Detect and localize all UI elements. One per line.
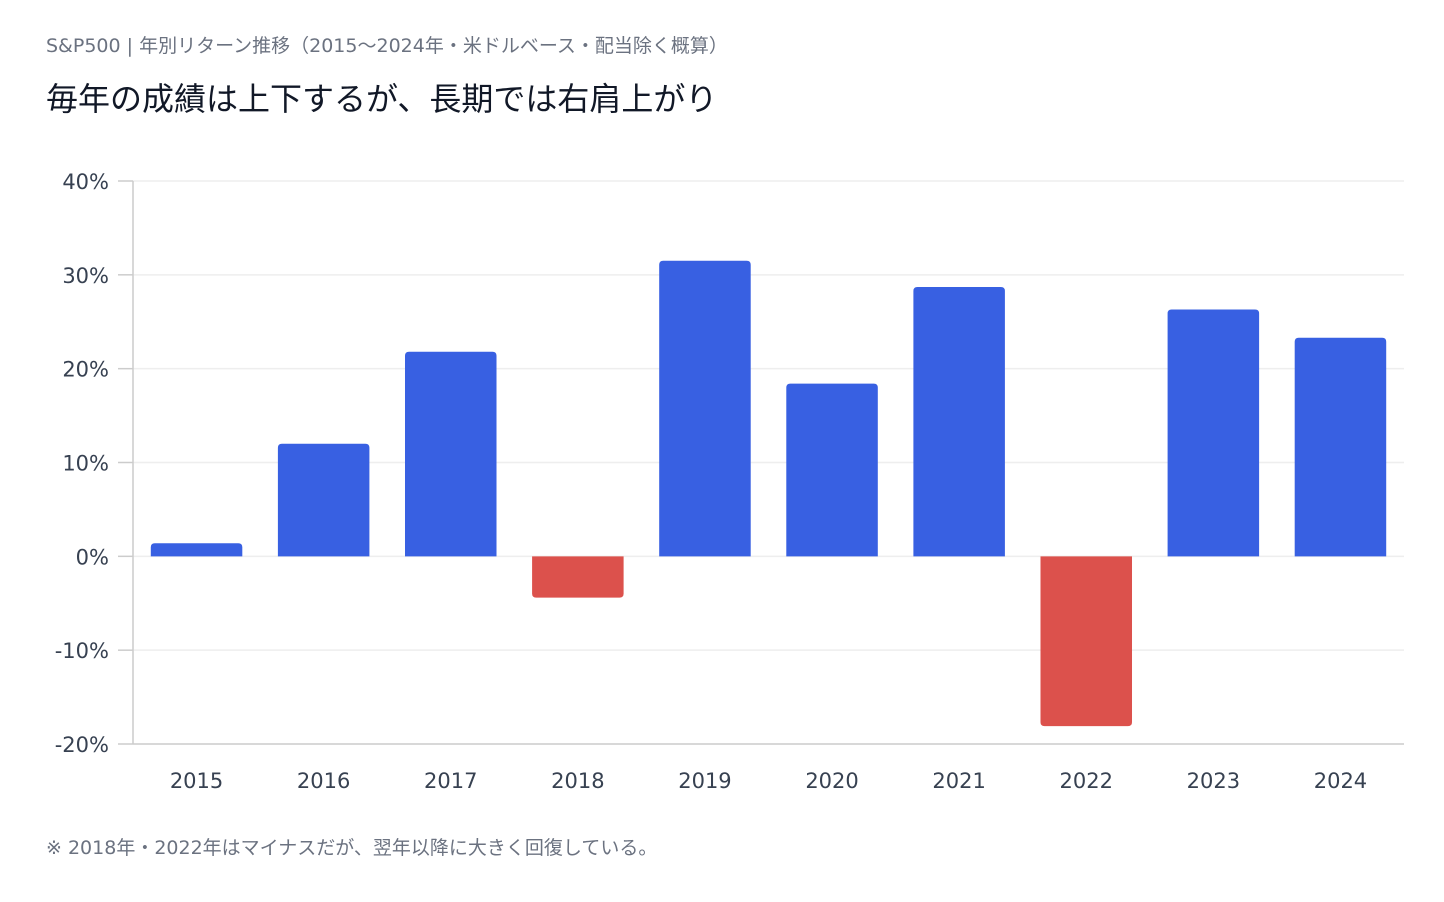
y-tick-label: 0%: [76, 545, 109, 569]
x-tick-label: 2023: [1187, 769, 1240, 793]
bars: [150, 260, 1387, 727]
x-tick-label: 2022: [1060, 769, 1113, 793]
bar-2019: [659, 260, 751, 557]
bar-2018: [532, 556, 624, 598]
x-tick-label: 2015: [170, 769, 223, 793]
bar-2015: [150, 543, 243, 557]
x-tick-label: 2024: [1314, 769, 1367, 793]
bar-2017: [404, 351, 497, 557]
y-tick-label: 40%: [62, 170, 109, 194]
footnote: ※ 2018年・2022年はマイナスだが、翌年以降に大きく回復している。: [46, 837, 658, 859]
chart-title: 毎年の成績は上下するが、長期では右肩上がり: [46, 80, 718, 118]
x-tick-label: 2018: [551, 769, 604, 793]
x-tick-label: 2020: [805, 769, 858, 793]
y-tick-label: 20%: [62, 358, 109, 382]
x-tick-label: 2021: [932, 769, 985, 793]
y-tick-label: -10%: [55, 639, 109, 663]
y-tick-label: 30%: [62, 264, 109, 288]
x-tick-label: 2016: [297, 769, 350, 793]
bar-2020: [786, 383, 878, 557]
y-tick-labels: 40% 30% 20% 10% 0% -10% -20%: [55, 170, 109, 757]
x-tick-label: 2019: [678, 769, 731, 793]
bar-2021: [913, 287, 1005, 557]
bar-chart: 40%30%20%10%0%-10%-20% 2015 2016 2017 2018 2…: [55, 170, 1404, 793]
chart-subtitle: S&P500 | 年別リターン推移（2015〜2024年・米ドルベース・配当除く…: [46, 35, 728, 57]
x-tick-label: 2017: [424, 769, 477, 793]
bar-2022: [1040, 556, 1133, 727]
y-tick-label: 10%: [62, 452, 109, 476]
y-tick-label: -20%: [55, 733, 109, 757]
axes: [132, 181, 1404, 745]
bar-2023: [1167, 309, 1260, 557]
bar-2016: [277, 443, 370, 557]
x-tick-labels: 2015 2016 2017 2018 2019 2020 2021 2022 2023 2024: [170, 769, 1367, 793]
bar-2024: [1294, 337, 1387, 557]
